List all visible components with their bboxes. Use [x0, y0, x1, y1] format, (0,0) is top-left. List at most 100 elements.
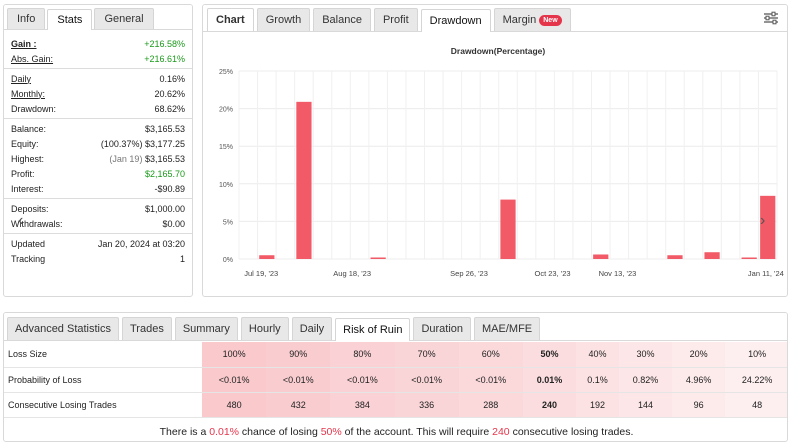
table-cell: 480 — [202, 392, 267, 418]
stat-value-text: 0.16% — [159, 73, 185, 84]
stat-value: +216.61% — [144, 54, 185, 64]
table-row: Consecutive Losing Trades 480 432 384 336 288… — [4, 392, 787, 418]
drawdown-bar — [704, 252, 720, 259]
summary-mid1: chance of losing — [239, 426, 321, 438]
stat-value-text: 68.62% — [154, 103, 185, 114]
table-cell: <0.01% — [330, 367, 395, 393]
tab-drawdown[interactable]: Drawdown — [420, 9, 491, 32]
stat-label: Interest: — [11, 183, 44, 194]
table-cell: 96 — [672, 392, 726, 418]
tab-chart[interactable]: Chart — [207, 8, 254, 31]
table-cell: 90% — [266, 342, 331, 368]
stat-value: $2,165.70 — [145, 169, 185, 179]
tab-hourly[interactable]: Hourly — [240, 317, 289, 340]
chart-tabbar: Chart Growth Balance Profit Drawdown Mar… — [203, 5, 787, 32]
x-tick-label: Jul 19, '23 — [244, 269, 278, 278]
stat-row: Updated Jan 20, 2024 at 03:20 — [4, 236, 192, 251]
table-cell: 336 — [394, 392, 459, 418]
table-cell: 70% — [394, 342, 459, 368]
chart-title: Drawdown(Percentage) — [451, 46, 546, 56]
x-tick-label: Nov 13, '23 — [599, 269, 637, 278]
stat-row: Withdrawals: $0.00 — [4, 216, 192, 231]
stat-value-text: 20.62% — [154, 88, 185, 99]
tab-duration[interactable]: Duration — [413, 317, 472, 340]
table-cell: <0.01% — [266, 367, 331, 393]
divider — [4, 68, 192, 69]
y-tick-label: 20% — [219, 107, 233, 114]
stat-label: Balance: — [11, 123, 47, 134]
stat-list: Gain : +216.58% Abs. Gain: +216.61% Daily 0.1… — [4, 30, 192, 266]
tab-mae-mfe[interactable]: MAE/MFE — [474, 317, 541, 340]
stat-value-text: $2,165.70 — [144, 168, 185, 179]
tab-margin[interactable]: Margin New — [493, 8, 571, 31]
table-cell: <0.01% — [458, 367, 523, 393]
stat-row: Abs. Gain: +216.61% — [4, 51, 192, 66]
divider — [4, 198, 192, 199]
stat-label: Highest: — [11, 153, 45, 164]
tab-general[interactable]: General — [94, 8, 154, 29]
table-cell: 0.01% — [522, 367, 577, 393]
tab-growth[interactable]: Growth — [256, 8, 311, 31]
tab-advanced-statistics[interactable]: Advanced Statistics — [7, 317, 119, 340]
advanced-stats-tabbar: Advanced Statistics Trades Summary Hourly Da… — [4, 313, 787, 341]
tab-risk-of-ruin[interactable]: Risk of Ruin — [335, 318, 411, 341]
advanced-statistics-panel: Advanced Statistics Trades Summary Hourly Da… — [3, 312, 788, 442]
x-tick-label: Jan 11, '24 — [748, 269, 784, 278]
settings-sliders-icon[interactable] — [763, 11, 779, 25]
tab-profit[interactable]: Profit — [373, 8, 418, 31]
account-stats-panel: Info Stats General Gain : +216.58% Abs. Ga… — [3, 4, 193, 297]
table-cell: 48 — [725, 392, 787, 418]
table-cell: 0.82% — [618, 367, 673, 393]
table-row: Loss Size 100% 90% 80% 70% 60% 50% 40% 30% 20% 10% — [4, 342, 787, 368]
summary-post: consecutive losing trades. — [509, 426, 634, 438]
chevron-left-icon[interactable]: ‹ — [18, 212, 24, 229]
stat-value: $3,165.53 — [145, 124, 185, 134]
stat-label[interactable]: Abs. Gain: — [11, 53, 54, 64]
y-tick-label: 15% — [219, 144, 233, 151]
table-cell: <0.01% — [394, 367, 459, 393]
stat-value: -$90.89 — [154, 184, 185, 194]
row-label: Loss Size — [4, 342, 202, 368]
stat-label[interactable]: Gain : — [11, 38, 37, 49]
tab-balance[interactable]: Balance — [313, 8, 371, 31]
y-tick-label: 0% — [223, 257, 233, 264]
chevron-right-icon[interactable]: › — [760, 212, 766, 229]
stat-value-text: $3,165.53 — [144, 123, 185, 134]
stat-label: Tracking — [11, 253, 46, 264]
y-tick-label: 25% — [219, 69, 233, 76]
summary-mid2: of the account. This will require — [341, 426, 493, 438]
drawdown-bar — [741, 257, 757, 259]
drawdown-bar — [667, 255, 683, 259]
stat-value: (Jan 19) $3,165.53 — [109, 154, 185, 164]
x-tick-label: Aug 18, '23 — [333, 269, 371, 278]
row-label: Probability of Loss — [4, 367, 202, 393]
stats-tabbar: Info Stats General — [4, 5, 192, 30]
stat-value: 1 — [180, 254, 185, 264]
x-tick-label: Sep 26, '23 — [450, 269, 488, 278]
drawdown-bar — [593, 254, 609, 259]
stat-value: $1,000.00 — [145, 204, 185, 214]
stat-label: Profit: — [11, 168, 35, 179]
stat-value: (100.37%) $3,177.25 — [101, 139, 185, 149]
stat-label: Withdrawals: — [11, 218, 63, 229]
tab-trades[interactable]: Trades — [122, 317, 172, 340]
stat-row: Profit: $2,165.70 — [4, 166, 192, 181]
summary-pre: There is a — [159, 426, 210, 438]
table-cell: <0.01% — [202, 367, 267, 393]
stat-value: 20.62% — [154, 89, 185, 99]
table-cell: 192 — [576, 392, 619, 418]
divider — [4, 118, 192, 119]
tab-summary[interactable]: Summary — [174, 317, 238, 340]
stat-value-text: +216.58% — [144, 38, 185, 49]
drawdown-bar — [760, 195, 776, 259]
tab-info[interactable]: Info — [7, 8, 46, 29]
tab-stats[interactable]: Stats — [47, 9, 93, 30]
stat-value-text: (100.37%) $3,177.25 — [100, 138, 185, 149]
tab-daily[interactable]: Daily — [291, 317, 333, 340]
tab-margin-label: Margin — [502, 14, 537, 26]
stat-label[interactable]: Daily — [11, 73, 32, 84]
stat-value-text: Jan 20, 2024 at 03:20 — [97, 238, 185, 249]
stat-label[interactable]: Monthly: — [11, 88, 46, 99]
stat-label: Updated — [11, 238, 46, 249]
stat-value: +216.58% — [144, 39, 185, 49]
